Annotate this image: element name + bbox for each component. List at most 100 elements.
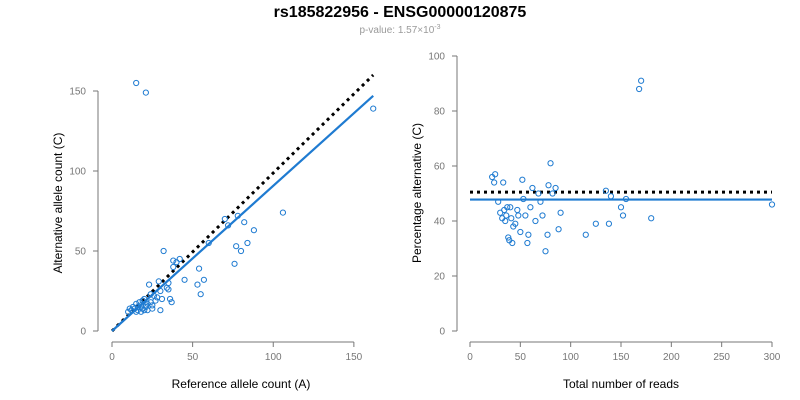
left-data-point <box>231 260 238 267</box>
left-data-point <box>166 295 174 303</box>
right-data-point <box>500 179 507 186</box>
right-data-point <box>535 190 542 197</box>
left-data-point <box>205 239 212 247</box>
right-data-point <box>514 206 521 214</box>
left-data-point <box>370 105 377 112</box>
left-data-point <box>181 276 188 283</box>
left-fit-line <box>111 94 374 332</box>
right-data-point <box>602 187 610 194</box>
left-data-point <box>225 222 232 229</box>
right-data-point <box>607 193 615 200</box>
left-data-point <box>149 305 156 312</box>
left-data-point <box>139 297 146 304</box>
right-data-point <box>515 212 522 219</box>
left-data-point <box>155 278 162 285</box>
right-data-point <box>537 198 544 205</box>
left-y-tick-label: 0 <box>80 327 86 338</box>
right-x-tick-label: 150 <box>613 352 630 363</box>
right-y-axis-title: Percentage alternative (C) <box>410 123 424 263</box>
right-data-point <box>508 215 515 222</box>
left-data-point <box>165 286 172 293</box>
right-data-point <box>582 231 589 238</box>
left-data-point <box>133 79 140 87</box>
right-data-point <box>638 77 645 84</box>
left-data-point <box>142 89 149 96</box>
chart-title: rs185822956 - ENSG00000120875 <box>273 4 527 21</box>
right-data-point <box>519 176 526 183</box>
pvalue-text: p-value: 1.57×10 <box>359 25 435 36</box>
right-data-point <box>617 204 625 211</box>
right-data-point <box>509 239 516 247</box>
left-data-point <box>142 303 149 311</box>
right-data-point <box>592 220 599 227</box>
left-data-point <box>158 295 166 303</box>
left-y-tick-label: 100 <box>69 167 86 178</box>
right-x-axis-title: Total number of reads <box>563 377 679 391</box>
left-data-point <box>197 291 204 298</box>
right-y-tick-label: 60 <box>434 162 446 173</box>
left-x-tick-label: 150 <box>346 352 363 363</box>
right-data-point <box>648 215 655 222</box>
right-y-tick-label: 100 <box>428 52 445 63</box>
left-y-tick-label: 150 <box>69 87 86 98</box>
right-data-point <box>545 182 552 189</box>
right-data-point <box>555 226 562 233</box>
left-data-point <box>136 299 143 306</box>
left-data-point <box>233 243 240 250</box>
right-y-tick-label: 80 <box>434 107 446 118</box>
left-data-point <box>137 308 145 315</box>
left-data-point <box>237 247 245 255</box>
left-data-point <box>125 308 132 315</box>
right-data-point <box>549 190 556 197</box>
pvalue-subtitle: p-value: 1.57×10-3 <box>0 24 800 36</box>
right-data-point <box>525 231 532 238</box>
right-data-point <box>504 204 511 211</box>
left-data-point <box>195 265 203 272</box>
right-data-point <box>503 212 510 219</box>
right-data-point <box>522 212 529 219</box>
panel-left-allele-counts: 0 50 100 150 0 50 100 150 Reference allele count… <box>51 73 377 391</box>
left-data-point <box>165 279 172 287</box>
right-data-point <box>532 217 539 225</box>
left-data-point <box>194 281 201 288</box>
right-y-tick-label: 20 <box>434 272 446 283</box>
right-data-point <box>520 195 527 203</box>
left-x-tick-label: 100 <box>265 352 282 363</box>
left-data-point <box>241 219 248 226</box>
right-data-point <box>492 171 499 178</box>
right-data-point <box>622 195 630 203</box>
right-data-point <box>768 201 776 208</box>
left-data-point <box>234 212 241 219</box>
right-data-point <box>505 234 512 241</box>
right-data-point <box>552 184 559 192</box>
left-data-point <box>176 255 183 263</box>
right-x-tick-label: 300 <box>764 352 781 363</box>
right-data-point <box>605 220 613 227</box>
right-data-point <box>547 160 554 167</box>
panel-right-percentage: 0 50 100 150 200 250 300 0 20 40 60 80 100 Total numb… <box>410 52 781 392</box>
left-data-point <box>157 307 164 314</box>
left-data-point <box>152 297 159 304</box>
left-data-point <box>145 281 153 288</box>
left-data-point <box>147 291 154 298</box>
left-data-point <box>170 263 177 271</box>
right-data-point <box>542 248 549 255</box>
left-data-point <box>157 287 164 295</box>
right-data-point <box>491 179 498 186</box>
left-reference-line <box>110 73 375 333</box>
pvalue-exponent: -3 <box>434 24 441 31</box>
left-data-point <box>200 276 208 283</box>
left-x-tick-label: 50 <box>187 352 199 363</box>
right-y-tick-label: 40 <box>434 217 446 228</box>
left-data-point <box>170 257 177 264</box>
left-data-point <box>244 239 251 247</box>
left-data-point <box>149 302 156 309</box>
right-x-tick-label: 250 <box>713 352 730 363</box>
left-data-point <box>141 295 148 303</box>
right-x-tick-label: 50 <box>515 352 527 363</box>
left-data-point <box>221 215 228 223</box>
right-data-point <box>507 204 514 211</box>
right-y-tick-label: 0 <box>439 327 445 338</box>
right-data-point <box>544 231 551 238</box>
